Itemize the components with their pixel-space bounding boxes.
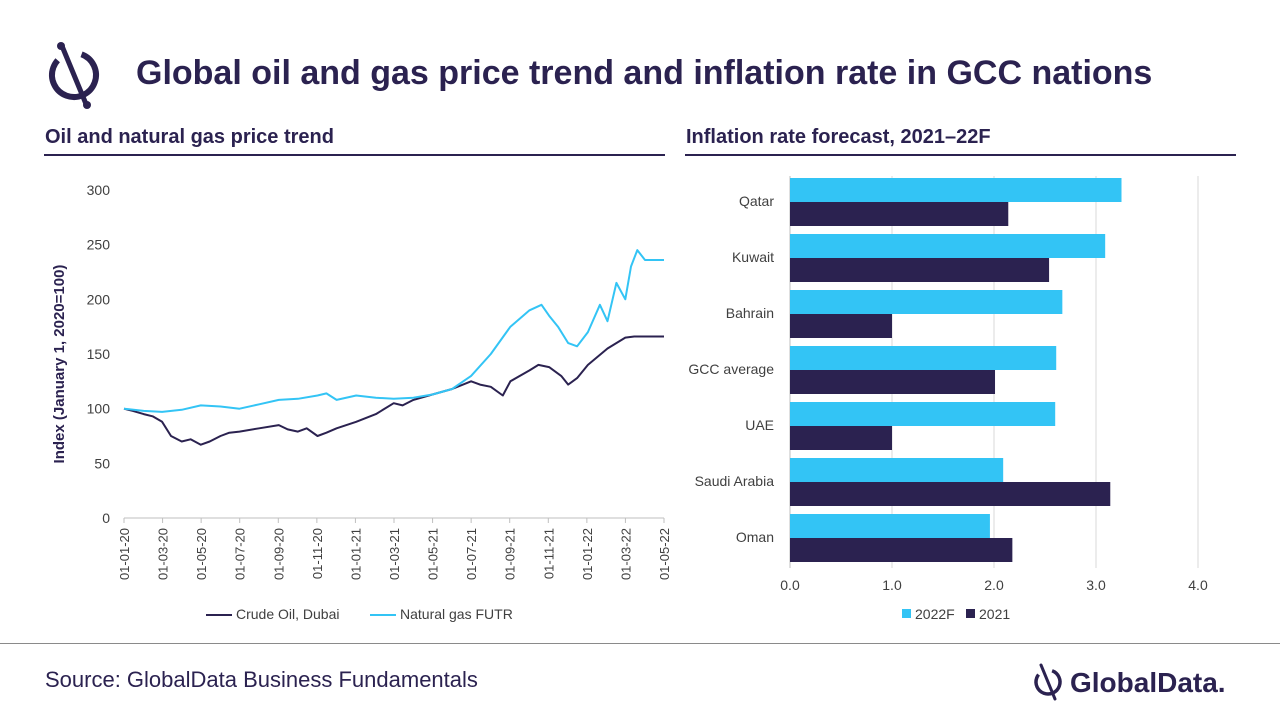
x-tick-label: 01-09-20 <box>271 528 286 580</box>
bar-2022f <box>790 290 1063 314</box>
bar-2022f <box>790 234 1106 258</box>
x-tick-label: 1.0 <box>882 577 902 593</box>
category-label: Saudi Arabia <box>695 473 775 489</box>
x-tick-label: 01-03-20 <box>156 528 171 580</box>
category-label: Qatar <box>739 193 774 209</box>
x-tick-label: 01-03-22 <box>618 528 633 580</box>
category-label: Bahrain <box>726 305 774 321</box>
globaldata-logo-icon <box>49 42 99 109</box>
x-tick-label: 01-07-21 <box>464 528 479 580</box>
bar-2022f <box>790 514 990 538</box>
y-axis-label: Index (January 1, 2020=100) <box>51 265 68 464</box>
x-tick-label: 01-03-21 <box>387 528 402 580</box>
legend-label: 2021 <box>979 606 1010 622</box>
right-chart-title: Inflation rate forecast, 2021–22F <box>686 126 991 148</box>
left-title-rule <box>44 154 665 156</box>
y-tick-label: 250 <box>87 237 111 253</box>
legend-label: 2022F <box>915 606 955 622</box>
x-tick-label: 3.0 <box>1086 577 1106 593</box>
category-label: UAE <box>745 417 774 433</box>
page-title: Global oil and gas price trend and infla… <box>136 54 1153 92</box>
x-tick-label: 01-11-21 <box>541 528 556 579</box>
footer-divider <box>0 643 1280 644</box>
y-tick-label: 100 <box>87 401 111 417</box>
bar-2021 <box>790 202 1009 226</box>
brand-logo: GlobalData. <box>1034 663 1226 701</box>
bar-2021 <box>790 370 996 394</box>
bar-2022f <box>790 458 1004 482</box>
source-note: Source: GlobalData Business Fundamentals <box>45 667 478 692</box>
x-tick-label: 01-05-20 <box>194 528 209 580</box>
natural-gas-line <box>123 249 664 413</box>
x-tick-label: 01-11-20 <box>310 528 325 579</box>
bar-2022f <box>790 402 1056 426</box>
bar-2021 <box>790 258 1050 282</box>
y-tick-label: 200 <box>87 291 111 307</box>
x-tick-label: 0.0 <box>780 577 800 593</box>
y-tick-label: 300 <box>87 182 111 198</box>
x-tick-label: 4.0 <box>1188 577 1208 593</box>
x-tick-label: 2.0 <box>984 577 1004 593</box>
brand-wordmark: GlobalData. <box>1070 667 1226 698</box>
category-label: Oman <box>736 529 774 545</box>
bar-2021 <box>790 482 1111 506</box>
x-tick-label: 01-01-22 <box>580 528 595 580</box>
x-tick-label: 01-05-21 <box>426 528 441 580</box>
x-tick-label: 01-01-20 <box>117 528 132 580</box>
x-tick-label: 01-07-20 <box>233 528 248 580</box>
right-title-rule <box>685 154 1236 156</box>
x-tick-label: 01-09-21 <box>503 528 518 580</box>
legend-label: Natural gas FUTR <box>400 606 513 622</box>
price-trend-chart: 0 50 100 150 200 250 300 01-01-20 01-03-20 01-05-… <box>51 182 672 622</box>
legend-swatch <box>966 609 975 618</box>
bar-2022f <box>790 346 1057 370</box>
brand-logo-icon <box>1034 663 1062 701</box>
y-tick-label: 150 <box>87 346 111 362</box>
bar-2022f <box>790 178 1122 202</box>
legend-swatch <box>902 609 911 618</box>
category-label: Kuwait <box>732 249 774 265</box>
left-chart-title: Oil and natural gas price trend <box>45 126 334 148</box>
bar-2021 <box>790 426 892 450</box>
bar-2021 <box>790 538 1013 562</box>
y-tick-label: 0 <box>102 510 110 526</box>
inflation-bar-chart: 0.0 1.0 2.0 3.0 4.0 Qatar Kuwait Bahrain GCC ave… <box>688 176 1208 622</box>
legend-label: Crude Oil, Dubai <box>236 606 340 622</box>
crude-oil-line <box>123 335 664 446</box>
category-label: GCC average <box>688 361 774 377</box>
x-tick-label: 01-05-22 <box>657 528 672 580</box>
x-tick-label: 01-01-21 <box>348 528 363 580</box>
y-tick-label: 50 <box>94 455 110 471</box>
bar-2021 <box>790 314 892 338</box>
